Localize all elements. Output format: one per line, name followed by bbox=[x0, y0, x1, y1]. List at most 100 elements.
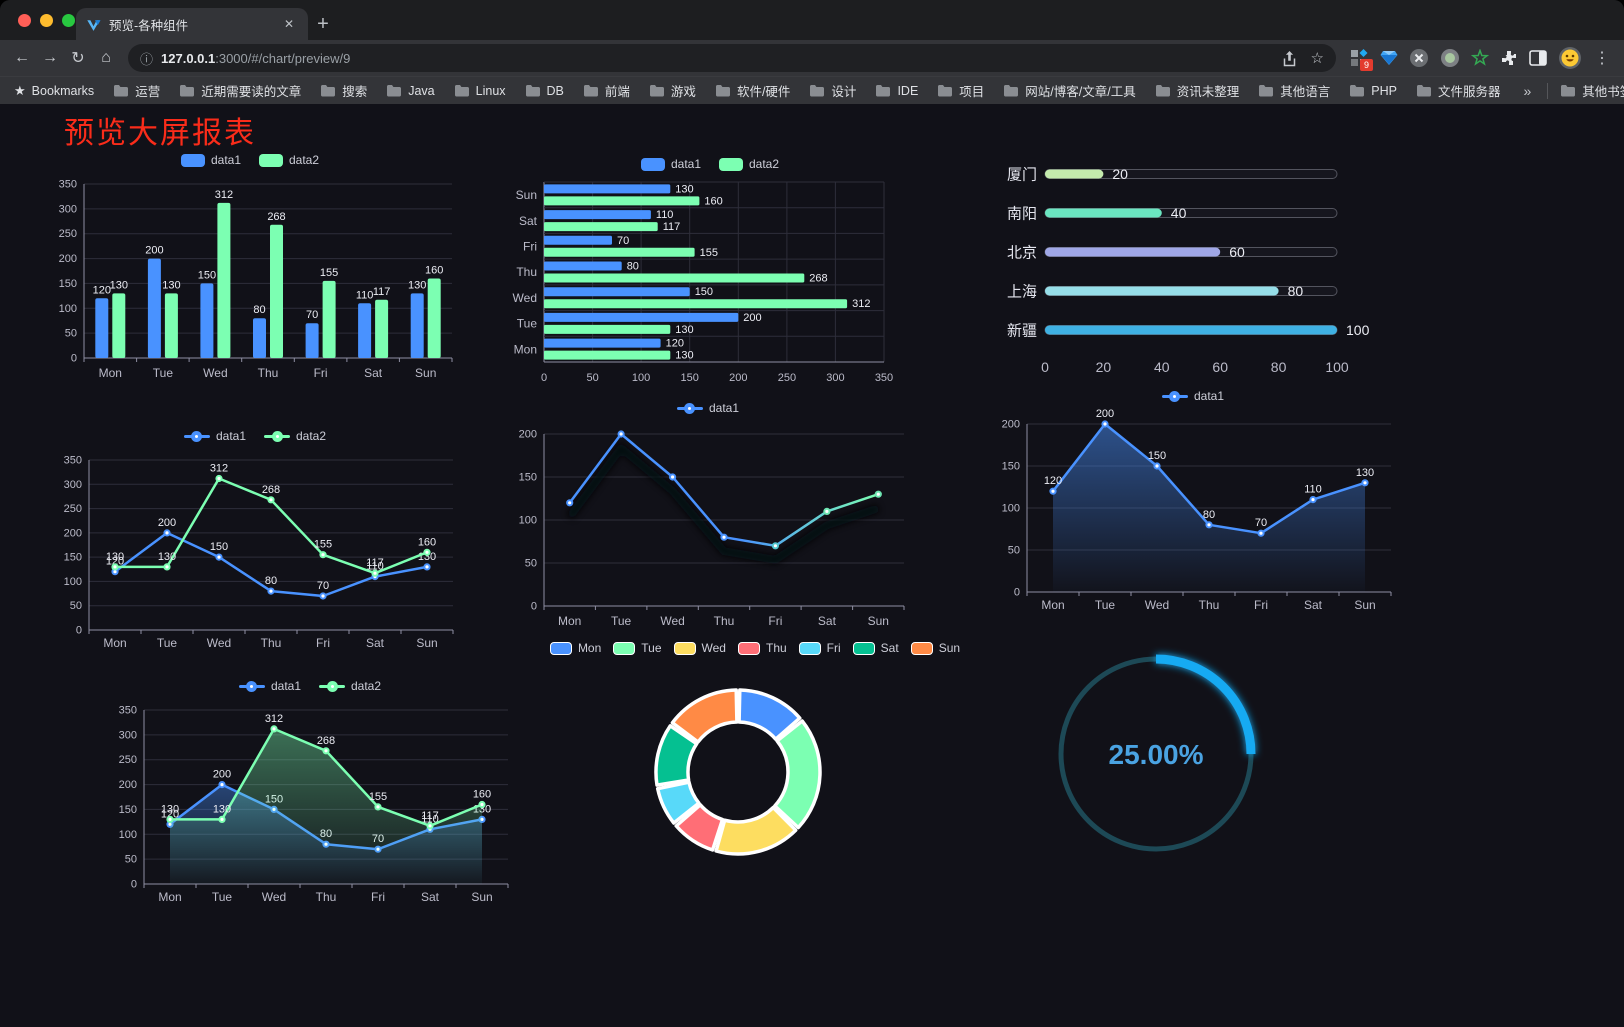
bookmark-folder[interactable]: 搜索 bbox=[320, 81, 367, 100]
capsule-fill[interactable] bbox=[1045, 247, 1221, 257]
other-bookmarks-folder[interactable]: 其他书签 bbox=[1560, 81, 1624, 100]
bookmark-folder[interactable]: 项目 bbox=[937, 81, 984, 100]
pie-slice[interactable] bbox=[714, 805, 798, 856]
legend-item[interactable]: Thu bbox=[737, 641, 787, 655]
pie-slice[interactable] bbox=[655, 780, 701, 825]
data-point[interactable] bbox=[423, 563, 431, 571]
data-point[interactable] bbox=[423, 548, 431, 556]
data-point[interactable] bbox=[371, 569, 379, 577]
data-point[interactable] bbox=[1049, 487, 1057, 495]
data-point[interactable] bbox=[319, 592, 327, 600]
legend-item[interactable]: Fri bbox=[798, 641, 841, 655]
legend-item[interactable]: data2 bbox=[319, 679, 381, 693]
extensions-puzzle-icon[interactable] bbox=[1500, 49, 1518, 67]
capsule-fill[interactable] bbox=[1045, 169, 1104, 179]
data-point[interactable] bbox=[322, 747, 330, 755]
legend-item[interactable]: data1 bbox=[640, 157, 701, 171]
legend-item[interactable]: data2 bbox=[259, 153, 319, 167]
bookmarks-manager[interactable]: ★ Bookmarks bbox=[14, 83, 94, 99]
browser-tab[interactable]: 预览-各种组件 ✕ bbox=[76, 8, 308, 40]
bookmark-folder[interactable]: 运营 bbox=[113, 81, 160, 100]
legend-item[interactable]: data2 bbox=[719, 157, 779, 171]
bars[interactable] bbox=[95, 202, 441, 358]
bookmark-folder[interactable]: 近期需要读的文章 bbox=[179, 81, 301, 100]
data-point[interactable] bbox=[218, 781, 226, 789]
legend-item[interactable]: data1 bbox=[180, 153, 241, 167]
gray-circle-x-icon[interactable] bbox=[1409, 48, 1429, 68]
data-point[interactable] bbox=[771, 542, 779, 550]
address-bar[interactable]: ⓘ 127.0.0.1:3000/#/chart/preview/9 ☆ bbox=[128, 44, 1336, 72]
pie-slice[interactable] bbox=[670, 688, 739, 744]
bookmark-folder[interactable]: 资讯未整理 bbox=[1155, 81, 1239, 100]
chart-line-two-series[interactable]: data1 data2 0 50 100 150 200 250 300 350 Mon Tue Wed… bbox=[45, 426, 465, 654]
legend-item[interactable]: data2 bbox=[264, 429, 326, 443]
data-point[interactable] bbox=[1309, 496, 1317, 504]
data-point[interactable] bbox=[669, 473, 677, 481]
legend-item[interactable]: data1 bbox=[183, 429, 246, 443]
legend-item[interactable]: Mon bbox=[549, 641, 601, 655]
data-point[interactable] bbox=[823, 507, 831, 516]
bars[interactable] bbox=[544, 184, 848, 360]
data-point[interactable] bbox=[215, 474, 223, 483]
data-point[interactable] bbox=[319, 551, 327, 559]
site-info-icon[interactable]: ⓘ bbox=[140, 51, 154, 67]
data-point[interactable] bbox=[1257, 529, 1265, 537]
data-point[interactable] bbox=[874, 490, 882, 498]
data-point[interactable] bbox=[270, 725, 278, 733]
bookmark-folder[interactable]: 软件/硬件 bbox=[715, 81, 790, 100]
gauge-progress[interactable] bbox=[1155, 654, 1256, 755]
chart-area-two-series[interactable]: data1 data2 0 50 100 150 200 250 300 350 Mon Tue Wed… bbox=[100, 676, 520, 908]
data-point[interactable] bbox=[374, 803, 382, 811]
pie-slice[interactable] bbox=[737, 688, 802, 741]
legend-item[interactable]: Wed bbox=[673, 641, 726, 655]
bookmark-folder[interactable]: DB bbox=[525, 84, 564, 98]
data-point[interactable] bbox=[163, 529, 171, 537]
data-point[interactable] bbox=[720, 533, 728, 541]
data-point[interactable] bbox=[1205, 521, 1213, 529]
bookmark-folder[interactable]: 游戏 bbox=[649, 81, 696, 100]
data-point[interactable] bbox=[566, 499, 574, 507]
bookmark-folder[interactable]: IDE bbox=[875, 84, 918, 98]
data-point[interactable] bbox=[215, 553, 223, 561]
browser-menu-icon[interactable]: ⋮ bbox=[1594, 50, 1610, 67]
legend-item[interactable]: data1 bbox=[676, 401, 739, 415]
bookmark-folder[interactable]: Java bbox=[386, 84, 435, 98]
bookmark-folder[interactable]: 网站/博客/文章/工具 bbox=[1003, 81, 1136, 100]
data-point[interactable] bbox=[478, 800, 486, 809]
capsule-fill[interactable] bbox=[1045, 286, 1279, 296]
new-tab-button[interactable]: + bbox=[317, 12, 329, 35]
chart-horizontal-bar[interactable]: data1 data2 0 50 100 150 200 250 300 350 Mon 120 130… bbox=[500, 154, 920, 390]
chart-capsule-progress[interactable]: 厦门 20 南阳 40 北京 60 上海 80 新疆 100 0 20 40 60 80 100 bbox=[985, 160, 1415, 385]
data-point[interactable] bbox=[617, 430, 625, 438]
data-point[interactable] bbox=[1101, 420, 1109, 428]
data-point[interactable] bbox=[218, 815, 226, 824]
bookmark-folder[interactable]: PHP bbox=[1349, 84, 1397, 98]
vue-devtools-icon[interactable] bbox=[1380, 50, 1398, 66]
minimize-window-button[interactable] bbox=[40, 14, 53, 27]
data-point[interactable] bbox=[163, 563, 171, 571]
pie-slice[interactable] bbox=[654, 724, 699, 787]
close-window-button[interactable] bbox=[18, 14, 31, 27]
bookmark-folder[interactable]: 前端 bbox=[583, 81, 630, 100]
legend-item[interactable]: Sat bbox=[852, 641, 899, 655]
data-point[interactable] bbox=[426, 822, 434, 830]
chart-line-gradient[interactable]: data1 0 50 100 150 200 Mon Tue Wed Thu Fri Sat Sun bbox=[498, 398, 918, 632]
back-icon[interactable]: ← bbox=[14, 49, 30, 66]
green-star-icon[interactable] bbox=[1471, 49, 1489, 67]
bookmark-folder[interactable]: 其他语言 bbox=[1258, 81, 1330, 100]
side-panel-icon[interactable] bbox=[1529, 50, 1547, 66]
share-icon[interactable] bbox=[1282, 50, 1297, 67]
bookmark-folder[interactable]: 设计 bbox=[809, 81, 856, 100]
pie-slice[interactable] bbox=[674, 803, 725, 852]
capsule-fill[interactable] bbox=[1045, 325, 1337, 335]
bookmarks-overflow-icon[interactable]: » bbox=[1523, 82, 1532, 99]
legend-item[interactable]: Sun bbox=[910, 641, 960, 655]
pie-slice[interactable] bbox=[773, 719, 822, 830]
extension-grid-icon[interactable]: 9 bbox=[1350, 48, 1373, 71]
data-point[interactable] bbox=[166, 815, 174, 824]
legend-item[interactable]: data1 bbox=[238, 679, 301, 693]
data-point[interactable] bbox=[267, 587, 275, 595]
capsule-fill[interactable] bbox=[1045, 208, 1162, 218]
reload-icon[interactable]: ↻ bbox=[71, 50, 85, 67]
maximize-window-button[interactable] bbox=[62, 14, 75, 27]
